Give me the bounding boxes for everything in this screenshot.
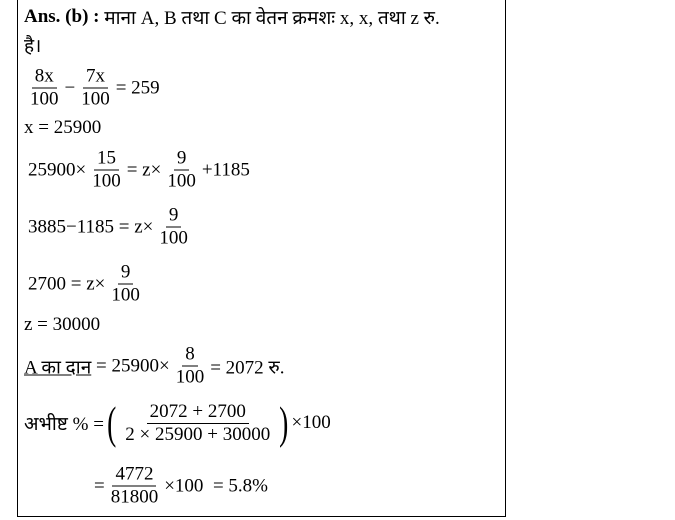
text: ×100 (291, 412, 331, 433)
text: − (64, 77, 76, 98)
denominator: 100 (81, 88, 110, 110)
text: +1185 (201, 159, 250, 180)
text: x = 25900 (24, 117, 102, 138)
fraction: 9 100 (108, 262, 143, 307)
denominator: 81800 (110, 486, 159, 508)
math-line: Ans. (b) : माना A, B तथा C का वेतन क्रमश… (24, 4, 440, 30)
denominator: 100 (30, 88, 59, 110)
text: A का दान (24, 357, 92, 378)
text: 3885−1185 = z× (28, 216, 154, 237)
fraction: 15 100 (89, 148, 124, 193)
math-line: 25900× 15 100 = z× 9 100 +1185 (28, 148, 250, 193)
numerator: 9 (165, 205, 182, 228)
text: 25900× (28, 159, 87, 180)
math-line: A का दान = 25900× 8 100 = 2072 रु. (24, 344, 285, 389)
parenthesis: ) (279, 397, 289, 448)
numerator: 7x (82, 66, 108, 89)
text: माना A, B तथा C का वेतन क्रमशः x, x, तथा… (99, 8, 440, 29)
math-line: 8x 100−7x 100 = 259 (24, 66, 160, 111)
text: z = 30000 (24, 314, 101, 335)
text: = 259 (115, 77, 160, 98)
denominator: 2 × 25900 + 30000 (125, 423, 271, 445)
math-line: अभीष्ट % =(2072 + 2700 2 × 25900 + 30000)… (24, 400, 331, 446)
denominator: 100 (92, 170, 121, 192)
denominator: 100 (111, 284, 140, 306)
fraction: 8x 100 (27, 66, 62, 111)
text: = (94, 475, 105, 496)
fraction: 9 100 (164, 148, 199, 193)
text: = z× (126, 159, 162, 180)
numerator: 4772 (112, 464, 157, 487)
math-line: 3885−1185 = z× 9 100 (28, 205, 194, 250)
answer-box: Ans. (b) : माना A, B तथा C का वेतन क्रमश… (17, 0, 506, 517)
text: = 5.8% (203, 475, 268, 496)
math-line: है। (24, 32, 41, 58)
math-line: z = 30000 (24, 314, 100, 336)
numerator: 8 (182, 344, 198, 367)
numerator: 9 (117, 262, 134, 285)
denominator: 100 (167, 170, 196, 192)
text: 2700 = z× (28, 273, 106, 294)
numerator: 9 (173, 148, 190, 171)
denominator: 100 (175, 366, 205, 388)
math-line: 2700 = z× 9 100 (28, 262, 146, 307)
fraction: 4772 81800 (108, 464, 162, 509)
math-line: x = 25900 (24, 117, 101, 139)
denominator: 100 (159, 227, 188, 249)
fraction: 7x 100 (78, 66, 113, 111)
fraction: 9 100 (156, 205, 191, 250)
math-line: = 4772 81800 ×100 = 5.8% (94, 464, 268, 509)
numerator: 8x (31, 66, 57, 89)
text: अभीष्ट % = (24, 414, 104, 435)
numerator: 15 (93, 148, 119, 171)
text: = 25900× (91, 355, 170, 376)
fraction: 2072 + 2700 2 × 25900 + 30000 (122, 401, 273, 446)
fraction: 8 100 (173, 344, 208, 389)
text: = 2072 रु. (210, 357, 285, 378)
text: है। (24, 36, 42, 57)
numerator: 2072 + 2700 (146, 401, 249, 424)
parenthesis: ( (107, 397, 117, 448)
answer-label: Ans. (b) : (24, 6, 100, 27)
text: ×100 (164, 475, 204, 496)
